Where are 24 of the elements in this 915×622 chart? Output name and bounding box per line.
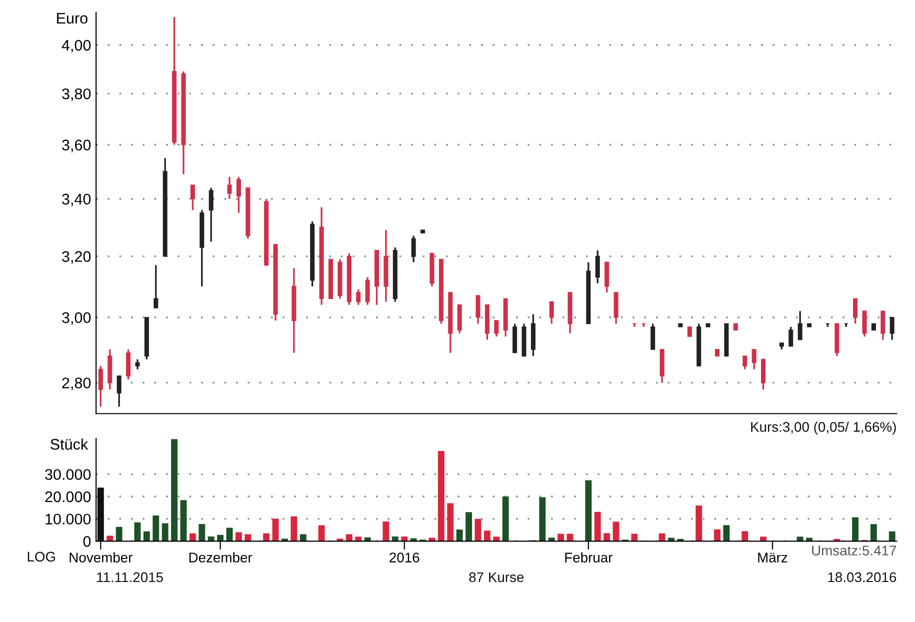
y-tick-label: 30.000 [45, 469, 91, 480]
y-tick-label: 3,00 [62, 312, 91, 325]
y-tick-label: 3,40 [62, 194, 91, 206]
x-tick-label: November [70, 552, 132, 562]
y-axis-title: Stück [50, 438, 88, 450]
x-tick-label: März [758, 552, 788, 562]
x-tick-label: 2016 [390, 552, 420, 562]
y-tick-label: 4,00 [62, 40, 91, 52]
text: Umsatz:5.417 [812, 546, 896, 556]
y-tick-label: 10.000 [46, 514, 91, 525]
text: 18.03.2016 [828, 572, 896, 582]
text: 87 Kurse [469, 572, 524, 582]
x-tick-label: Februar [565, 552, 612, 562]
y-tick-label: 0 [83, 536, 91, 547]
text: LOG [28, 552, 56, 562]
y-axis-title: Euro [57, 13, 88, 24]
y-tick-label: 3,20 [62, 251, 91, 264]
y-tick-label: 3,60 [62, 140, 91, 152]
y-tick-label: 20.000 [45, 491, 91, 502]
y-tick-label: 2,80 [62, 378, 91, 390]
y-tick-label: 3,80 [62, 88, 91, 102]
x-tick-label: Dezember [189, 552, 252, 562]
text: Kurs:3,00 (0,05/ 1,66%) [751, 422, 896, 435]
text: 11.11.2015 [97, 572, 163, 582]
